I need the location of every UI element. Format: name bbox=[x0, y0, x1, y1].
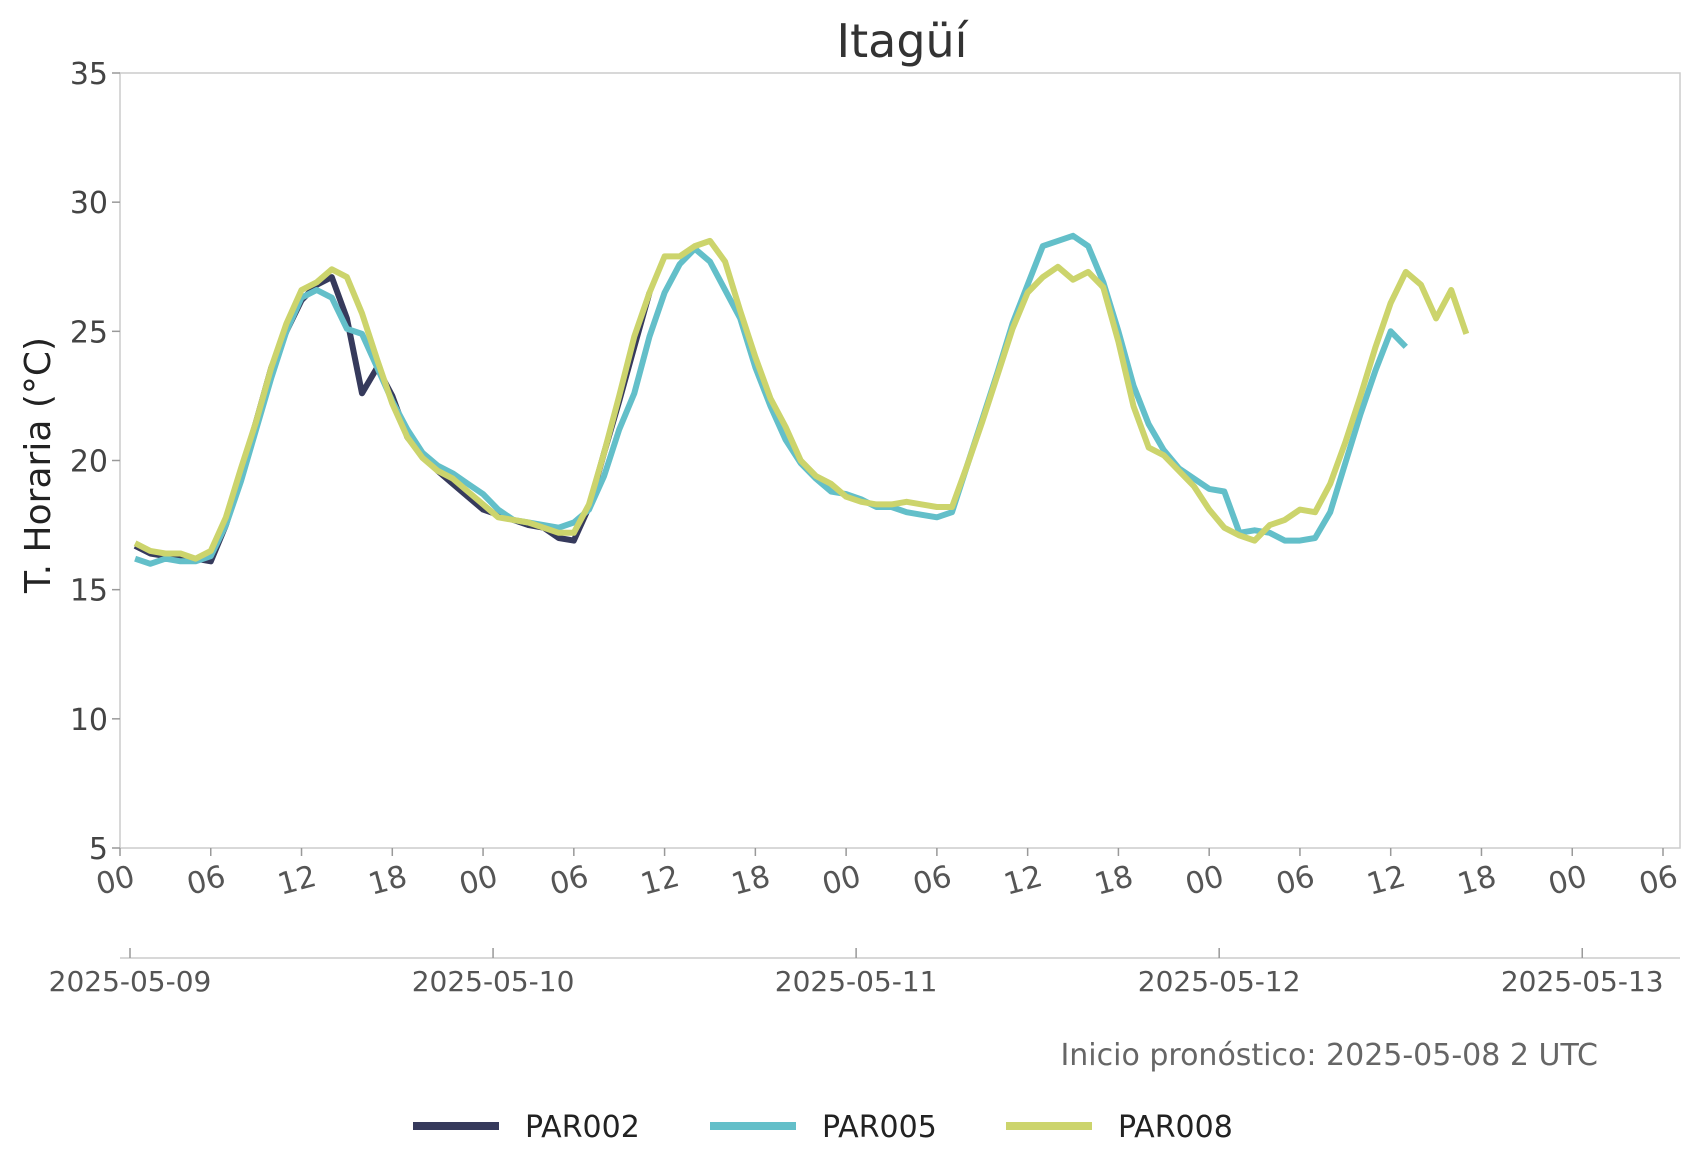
date-tick-label: 2025-05-09 bbox=[49, 965, 212, 998]
y-axis-ticks: 5 10 15 20 25 30 35 bbox=[70, 57, 120, 867]
date-tick-label: 2025-05-10 bbox=[412, 965, 575, 998]
y-tick-label: 20 bbox=[70, 445, 108, 480]
series-line-par005 bbox=[134, 232, 1408, 567]
chart-title: Itagüí bbox=[837, 14, 969, 68]
legend: PAR002 PAR005 PAR008 bbox=[413, 1110, 1233, 1145]
series-line-par008 bbox=[133, 237, 1470, 562]
legend-label-par002: PAR002 bbox=[525, 1110, 640, 1145]
y-tick-label: 15 bbox=[70, 574, 108, 609]
date-tick-label: 2025-05-13 bbox=[1501, 965, 1664, 998]
x-axis-hour-ticks: 00 06 12 18 00 06 12 18 00 06 12 18 00 06 12 18 00 06 bbox=[93, 848, 1682, 903]
x-axis-date-ticks: 2025-05-09 2025-05-10 2025-05-11 2025-05-12… bbox=[49, 948, 1680, 998]
y-tick-label: 5 bbox=[89, 832, 108, 867]
date-tick-label: 2025-05-11 bbox=[775, 965, 938, 998]
y-tick-label: 35 bbox=[70, 57, 108, 92]
forecast-start-annotation: Inicio pronóstico: 2025-05-08 2 UTC bbox=[1060, 1038, 1598, 1073]
y-axis-label: T. Horaria (°C) bbox=[18, 337, 59, 594]
y-tick-label: 30 bbox=[70, 186, 108, 221]
date-tick-label: 2025-05-12 bbox=[1138, 965, 1301, 998]
legend-label-par005: PAR005 bbox=[822, 1110, 937, 1145]
y-tick-label: 10 bbox=[70, 703, 108, 738]
legend-label-par008: PAR008 bbox=[1118, 1110, 1233, 1145]
series-lines bbox=[133, 232, 1470, 567]
y-tick-label: 25 bbox=[70, 315, 108, 350]
